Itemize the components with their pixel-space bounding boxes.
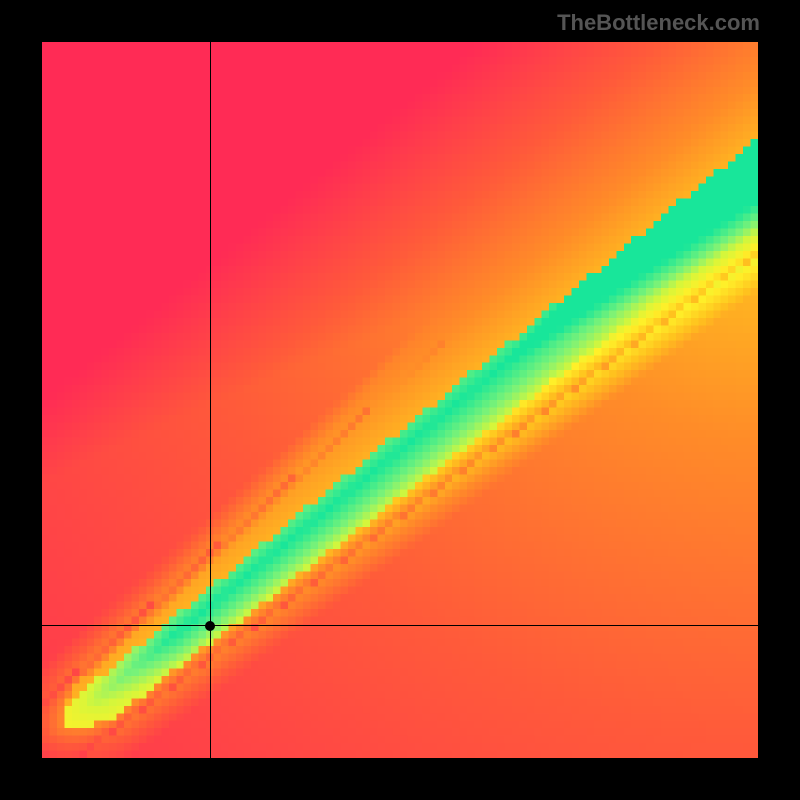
bottleneck-heatmap [42,42,758,758]
chart-container: TheBottleneck.com [0,0,800,800]
crosshair-horizontal-line [42,625,758,626]
crosshair-vertical-line [210,42,211,758]
crosshair-marker-dot [205,621,215,631]
watermark-text: TheBottleneck.com [557,10,760,36]
